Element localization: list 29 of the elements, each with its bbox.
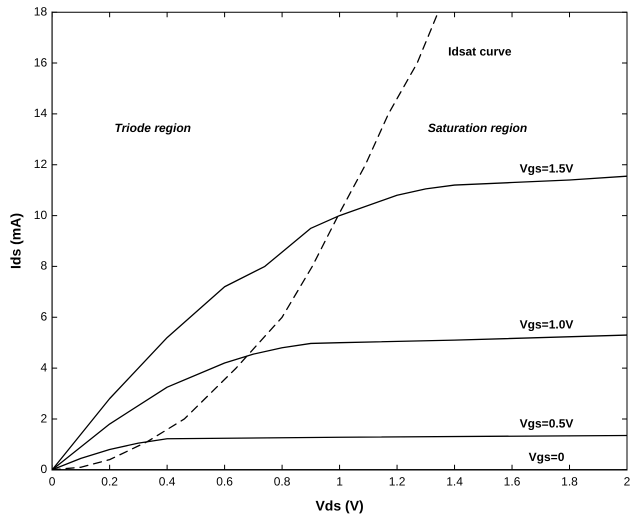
x-tick-label: 1.2 — [388, 474, 406, 488]
y-tick-label: 8 — [40, 258, 48, 273]
y-tick-label: 18 — [34, 4, 48, 19]
x-tick-label: 2 — [624, 474, 631, 488]
x-tick-label: 0.4 — [158, 474, 176, 488]
x-tick-label: 0.8 — [274, 474, 291, 488]
x-tick-label: 1.8 — [561, 474, 578, 488]
y-axis-title: Ids (mA) — [7, 213, 24, 269]
series-label: Idsat curve — [448, 44, 512, 59]
y-tick-label: 16 — [34, 55, 48, 70]
x-tick-label: 1.4 — [446, 474, 464, 488]
x-axis-title: Vds (V) — [315, 497, 364, 514]
series-label: Vgs=0 — [528, 450, 565, 464]
y-tick-label: 6 — [40, 310, 48, 324]
x-tick-label: 0.2 — [101, 474, 118, 488]
y-tick-label: 0 — [40, 462, 48, 476]
x-tick-label: 1.6 — [504, 474, 521, 488]
series-label: Vgs=1.5V — [520, 161, 574, 176]
y-tick-label: 2 — [40, 411, 48, 426]
y-tick-label: 12 — [34, 157, 48, 172]
series-label: Vgs=0.5V — [520, 416, 574, 430]
x-tick-label: 0.6 — [216, 474, 234, 488]
y-tick-label: 4 — [40, 360, 48, 374]
annotation: Saturation region — [428, 121, 528, 136]
y-tick-label: 10 — [34, 208, 48, 222]
x-tick-label: 1 — [336, 474, 344, 488]
series-label: Vgs=1.0V — [520, 318, 574, 332]
y-tick-label: 14 — [34, 106, 48, 120]
annotation: Triode region — [114, 121, 191, 136]
